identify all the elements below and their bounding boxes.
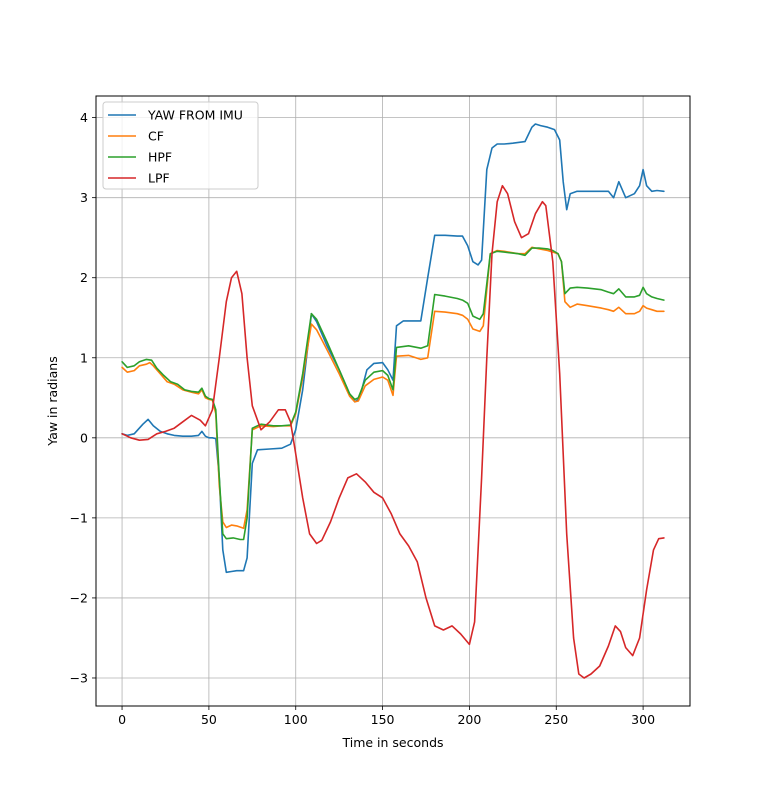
legend-box	[102, 101, 259, 190]
y-tick-label: 0	[80, 430, 88, 445]
x-tick-label: 50	[201, 712, 217, 727]
y-tick-label: 2	[80, 270, 88, 285]
y-tick-label: −3	[70, 670, 88, 685]
legend-label: YAW FROM IMU	[147, 108, 243, 123]
x-tick-label: 300	[631, 712, 655, 727]
x-tick-label: 150	[371, 712, 395, 727]
series-line-0	[121, 123, 665, 574]
x-tick-label: 0	[118, 712, 126, 727]
x-tick-label: 100	[284, 712, 308, 727]
x-tick-label: 200	[457, 712, 481, 727]
y-tick-label: −1	[70, 510, 88, 525]
plot-frame	[95, 95, 691, 707]
y-axis-label: Yaw in radians	[45, 356, 60, 446]
x-axis-label: Time in seconds	[341, 735, 443, 750]
grid-lines	[96, 96, 690, 706]
axis-ticks: 0 50 100 150 200 250 300 −3 −2 −1 0 1 2 3 4	[70, 110, 656, 727]
legend-label: CF	[148, 129, 164, 144]
x-tick-label: 250	[544, 712, 568, 727]
series-line-2	[121, 247, 665, 541]
y-tick-label: −2	[70, 590, 88, 605]
legend-label: LPF	[148, 171, 170, 186]
series-line-3	[121, 184, 665, 679]
y-tick-label: 1	[80, 350, 88, 365]
y-tick-label: 4	[80, 110, 88, 125]
legend-label: HPF	[148, 150, 172, 165]
legend: YAW FROM IMU CF HPF LPF	[102, 101, 259, 190]
y-tick-label: 3	[80, 190, 88, 205]
series-lines	[121, 123, 665, 679]
